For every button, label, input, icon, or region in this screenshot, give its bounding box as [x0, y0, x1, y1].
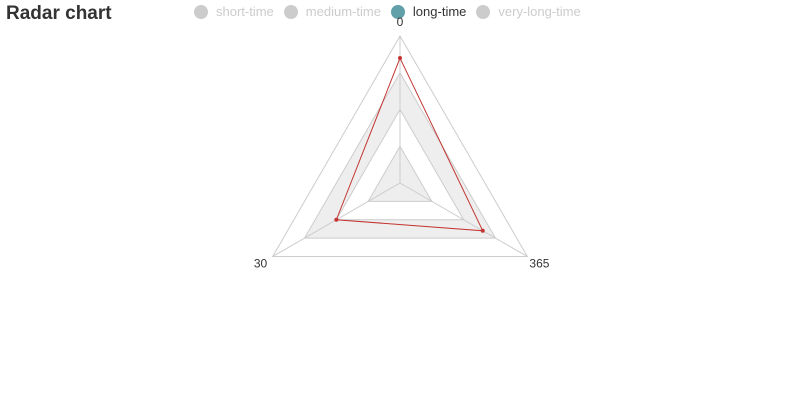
radar-axis-line: [399, 182, 528, 257]
legend-item-medium-time[interactable]: medium-time: [283, 4, 381, 19]
legend-item-short-time[interactable]: short-time: [194, 4, 274, 19]
legend: short-time medium-time long-time very-lo…: [194, 4, 591, 19]
legend-label: long-time: [412, 4, 467, 19]
radar-axis-label: 365: [529, 257, 549, 271]
radar-data-point: [480, 228, 485, 233]
legend-item-long-time[interactable]: long-time: [390, 4, 467, 19]
radar-axis-label: 0: [397, 15, 404, 29]
legend-label: medium-time: [305, 4, 381, 19]
legend-marker-icon: [476, 4, 491, 19]
legend-marker-icon: [283, 4, 298, 19]
radar-series: [334, 56, 485, 233]
radar-grid-ring: [367, 145, 433, 202]
legend-marker-icon: [390, 4, 405, 19]
radar-series-line: [335, 56, 484, 232]
radar-axis-label: 30: [254, 257, 268, 271]
radar-data-point: [398, 56, 402, 61]
radar-data-point: [334, 217, 339, 222]
legend-item-very-long-time[interactable]: very-long-time: [476, 4, 581, 19]
legend-label: very-long-time: [498, 4, 581, 19]
radar-grid-ring: [303, 71, 497, 239]
radar-grid-ring: [335, 108, 465, 221]
chart-title: Radar chart: [6, 3, 112, 24]
legend-label: short-time: [216, 4, 274, 19]
legend-marker-icon: [194, 4, 208, 19]
radar-axis-labels: 0 365 30: [254, 15, 550, 271]
radar-grid-ring: [271, 34, 529, 257]
